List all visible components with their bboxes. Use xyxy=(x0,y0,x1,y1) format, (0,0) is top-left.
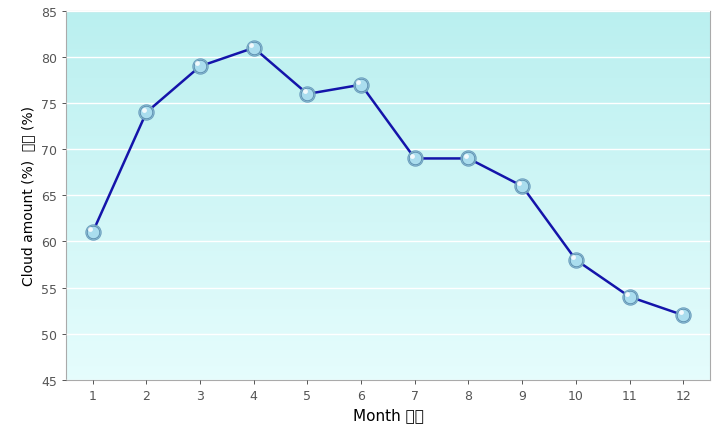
Y-axis label: Cloud amount (%)  雲量 (%): Cloud amount (%) 雲量 (%) xyxy=(22,106,35,286)
X-axis label: Month 月份: Month 月份 xyxy=(353,407,424,422)
